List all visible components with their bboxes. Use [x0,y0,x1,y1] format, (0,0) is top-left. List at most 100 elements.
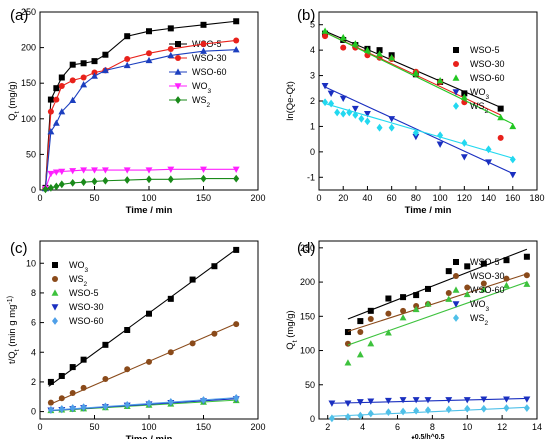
data-point [339,33,347,41]
data-point [233,37,240,44]
legend-marker [51,289,59,296]
data-point [412,128,419,137]
data-point [400,307,407,314]
data-point [363,111,371,118]
data-point [102,51,109,58]
data-point [322,98,329,107]
data-point [384,397,392,405]
data-point [233,18,240,25]
data-point [58,83,65,90]
legend-entry: WSO-60 [452,285,505,295]
series-wso-5 [344,248,530,336]
data-point [346,108,353,117]
data-point [91,72,98,79]
data-point [47,128,55,135]
data-point [91,177,98,186]
data-point [58,168,66,176]
series-wso-60 [321,27,517,130]
data-point [503,281,510,289]
y-tick-label: 2 [31,377,36,387]
data-point [189,340,196,347]
legend-entry: WSO-5 [51,288,99,298]
data-point [146,358,152,365]
y-tick-label: 4 [310,45,315,55]
legend-label: WS2 [192,95,211,109]
data-point [80,356,87,363]
data-point [47,108,54,115]
data-point [58,74,65,81]
data-point [233,246,240,253]
chart-panel-d: 2 4 6 8 10 12 14 0 50 100 150 200 250 t0.5/h^0.5 Qt (m… [285,240,542,439]
data-point [200,396,207,404]
data-point [322,33,329,40]
data-point [123,61,131,69]
data-point [461,90,468,97]
y-tick-label: 200 [300,277,315,287]
y-tick-label: 10 [26,258,36,268]
data-point [69,96,77,103]
data-point [503,275,510,282]
legend-entry: WS2 [169,95,211,109]
data-point [357,318,364,325]
legend-label: WSO-60 [470,73,505,83]
data-point [145,167,153,174]
data-point [351,105,359,113]
legend-marker [175,41,181,47]
legend-marker [174,68,182,75]
fit-line [48,396,239,411]
data-point [80,178,87,187]
legend-entry: WSO-5 [453,45,500,55]
x-tick-label: 0 [316,193,321,203]
data-point [497,113,505,121]
legend-entry: WSO-60 [169,67,227,77]
data-point [146,399,152,408]
panel-label: (d) [297,240,315,257]
fit-line [324,31,514,125]
data-point [58,180,65,189]
data-point [58,395,65,402]
legend-entry: WSO-5 [169,39,222,49]
series-wo-3 [42,166,240,193]
data-point [146,310,152,317]
legend-label: WO3 [69,260,89,274]
x-tick-label: 150 [196,193,211,203]
y-tick-label: 0 [31,185,36,195]
series-ws-2 [328,404,530,423]
x-tick-label: 120 [457,193,472,203]
data-point [53,182,60,191]
y-tick-label: 8 [31,288,36,298]
x-tick-label: 14 [532,422,542,432]
data-point [53,85,60,92]
legend-marker [452,286,460,293]
legend-entry: WSO-60 [452,73,505,83]
data-point [363,46,371,53]
legend-marker [52,262,58,268]
data-point [167,175,174,184]
data-point [47,405,54,414]
series-wo-3 [328,396,531,407]
y-axis-label: Qt (mg/g) [285,310,299,349]
data-point [69,77,76,84]
data-point [52,169,60,176]
series-wso-5 [322,30,504,112]
data-point [413,406,420,415]
y-tick-label: 6 [31,318,36,328]
data-point [344,413,351,421]
y-tick-label: 0 [310,414,315,424]
data-point [412,397,420,404]
legend-entry: WS2 [453,101,489,115]
legend-entry: WO3 [52,260,89,274]
series-wo-3 [321,83,517,179]
data-point [445,397,453,404]
data-point [367,398,375,405]
data-point [167,25,174,32]
series-wo-3 [47,246,240,387]
data-point [47,170,55,178]
data-point [328,400,336,407]
x-tick-label: 50 [89,422,99,432]
legend-label: WO3 [470,87,490,101]
data-point [437,131,444,140]
x-tick-label: 40 [362,193,372,203]
series-wso-60 [344,280,531,366]
legend-entry: WSO-30 [51,302,104,312]
